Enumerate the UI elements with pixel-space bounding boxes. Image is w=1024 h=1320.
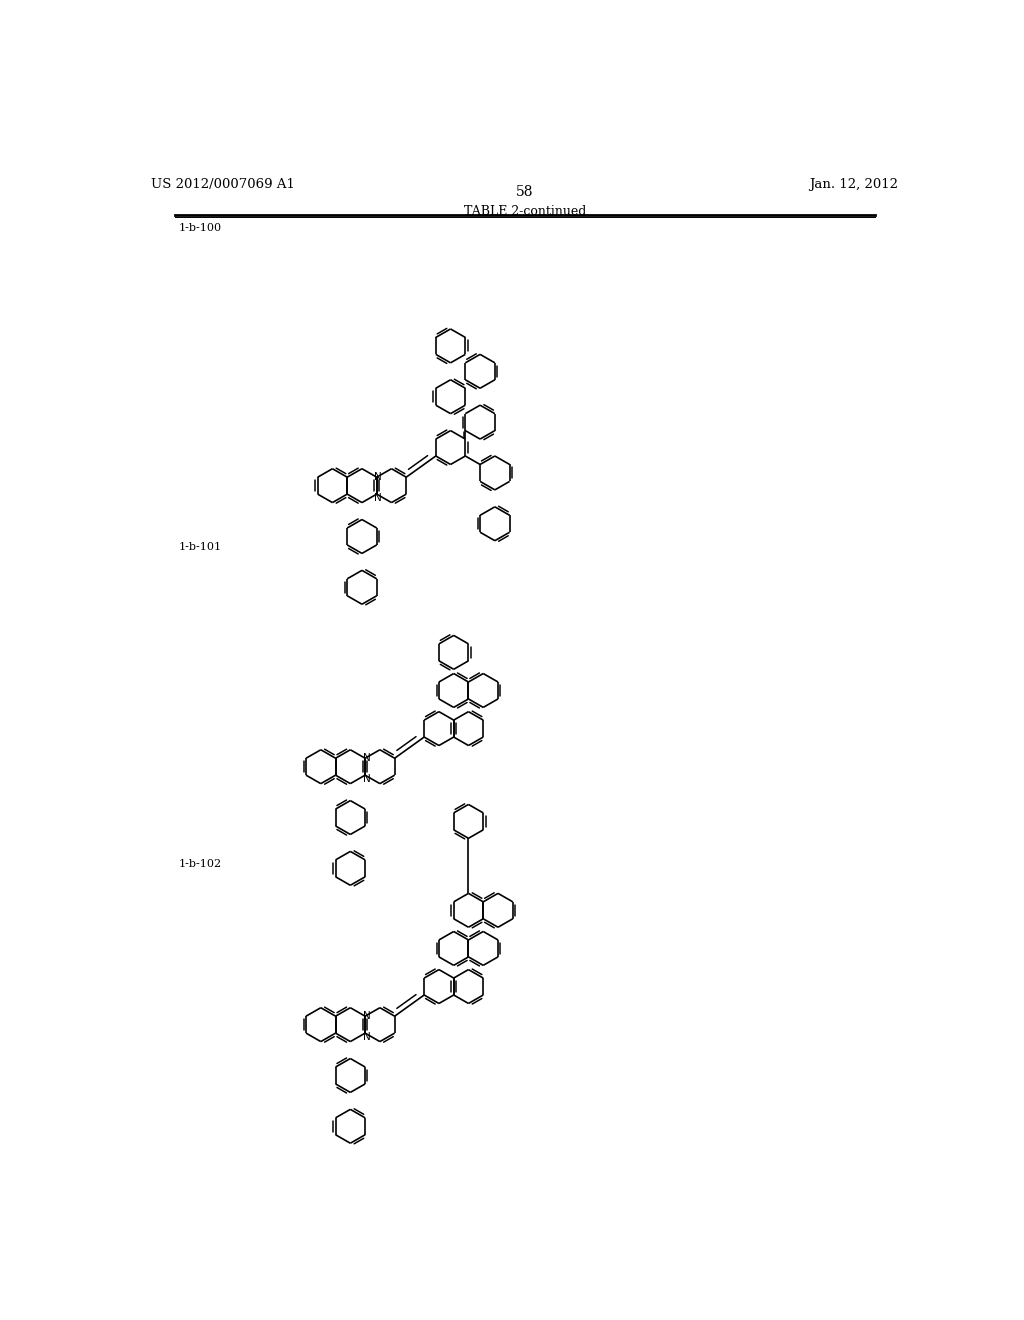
Text: N: N <box>362 774 371 784</box>
Text: TABLE 2-continued: TABLE 2-continued <box>464 205 586 218</box>
Text: 1-b-100: 1-b-100 <box>178 223 221 234</box>
Text: US 2012/0007069 A1: US 2012/0007069 A1 <box>152 178 295 190</box>
Text: 1-b-102: 1-b-102 <box>178 859 221 869</box>
Text: N: N <box>362 1031 371 1041</box>
Text: 58: 58 <box>516 185 534 199</box>
Text: N: N <box>375 492 382 503</box>
Text: Jan. 12, 2012: Jan. 12, 2012 <box>809 178 898 190</box>
Text: N: N <box>362 1011 371 1022</box>
Text: 1-b-101: 1-b-101 <box>178 543 221 552</box>
Text: N: N <box>375 473 382 482</box>
Text: N: N <box>362 754 371 763</box>
